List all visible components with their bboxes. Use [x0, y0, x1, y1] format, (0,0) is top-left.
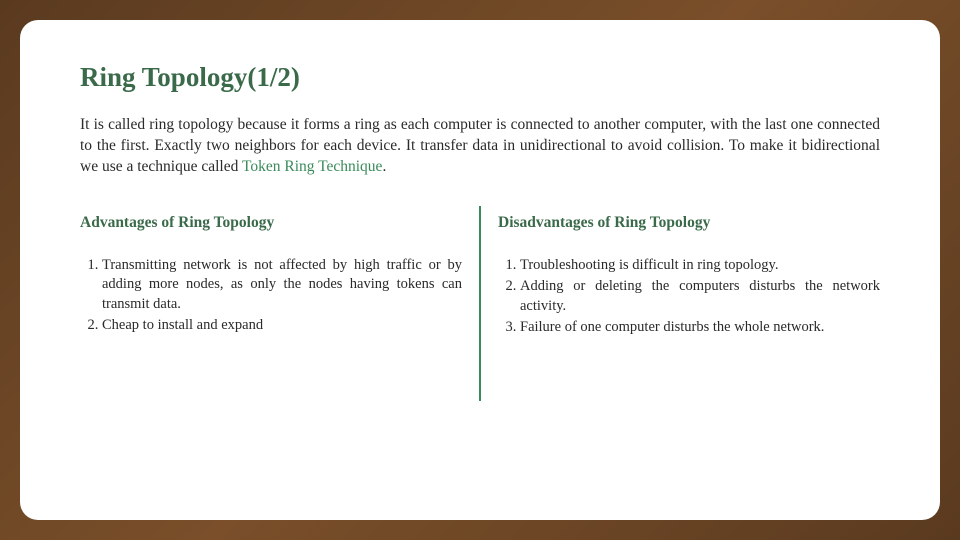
two-column-region: Advantages of Ring Topology Transmitting…: [80, 214, 880, 340]
intro-paragraph: It is called ring topology because it fo…: [80, 115, 880, 178]
disadvantages-column: Disadvantages of Ring Topology Troublesh…: [480, 214, 880, 340]
intro-tail: .: [382, 158, 386, 175]
intro-text: It is called ring topology because it fo…: [80, 116, 880, 175]
slide-card: Ring Topology(1/2) It is called ring top…: [20, 20, 940, 520]
slide-title: Ring Topology(1/2): [80, 62, 880, 93]
list-item: Failure of one computer disturbs the who…: [520, 318, 880, 338]
disadvantages-list: Troubleshooting is difficult in ring top…: [498, 256, 880, 338]
list-item: Cheap to install and expand: [102, 316, 462, 336]
advantages-list: Transmitting network is not affected by …: [80, 256, 462, 336]
intro-highlight: Token Ring Technique: [242, 158, 382, 175]
list-item: Adding or deleting the computers disturb…: [520, 277, 880, 316]
list-item: Transmitting network is not affected by …: [102, 256, 462, 315]
advantages-heading: Advantages of Ring Topology: [80, 214, 462, 232]
list-item: Troubleshooting is difficult in ring top…: [520, 256, 880, 276]
advantages-column: Advantages of Ring Topology Transmitting…: [80, 214, 480, 340]
disadvantages-heading: Disadvantages of Ring Topology: [498, 214, 880, 232]
column-divider: [479, 206, 481, 401]
